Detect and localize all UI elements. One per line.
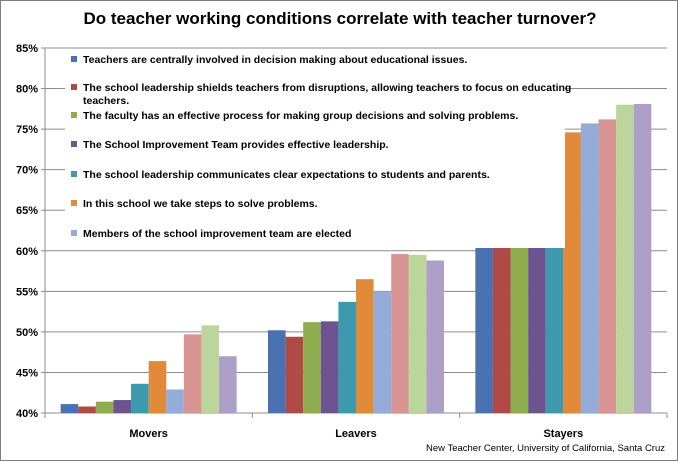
x-category-label: Leavers (335, 428, 377, 440)
bar (475, 199, 493, 413)
bar (408, 254, 427, 413)
bar (166, 389, 184, 413)
bar (95, 401, 114, 413)
bar (426, 260, 444, 413)
bar (201, 325, 220, 413)
y-tick-label: 85% (16, 43, 38, 55)
legend-entry: The school leadership shields teachers f… (83, 82, 571, 107)
y-tick-label: 75% (16, 124, 38, 136)
bar (183, 334, 202, 413)
bar (219, 356, 237, 413)
bar (113, 400, 132, 413)
y-tick-label: 80% (16, 84, 38, 96)
bar (285, 336, 304, 413)
y-tick-label: 65% (16, 205, 38, 217)
legend-entry: The school leadership communicates clear… (83, 169, 490, 181)
legend-swatch (71, 171, 77, 177)
bar (633, 103, 652, 413)
bar (338, 301, 356, 413)
legend-entry: Members of the school improvement team a… (83, 228, 351, 240)
bar (616, 104, 634, 414)
bar (303, 322, 321, 413)
y-tick-label: 40% (16, 408, 38, 420)
x-category-label: Movers (129, 428, 168, 440)
bar (492, 197, 511, 413)
bar (78, 406, 96, 413)
bar (60, 404, 79, 413)
legend-entry: Teachers are centrally involved in decis… (83, 54, 467, 66)
bar (598, 119, 617, 413)
bar (563, 132, 581, 413)
bar (268, 330, 286, 413)
y-tick-label: 50% (16, 327, 38, 339)
legend-swatch (71, 200, 77, 206)
legend-entry: The faculty has an effective process for… (83, 110, 518, 122)
bar (391, 254, 409, 413)
y-tick-label: 60% (16, 246, 38, 258)
bar (356, 279, 374, 413)
legend-entry: The School Improvement Team provides eff… (83, 139, 389, 151)
y-tick-label: 70% (16, 165, 38, 177)
legend-swatch (71, 230, 77, 236)
legend-swatch (71, 112, 77, 118)
y-tick-label: 45% (16, 367, 38, 379)
legend-swatch (71, 141, 77, 147)
legend-box (65, 50, 565, 248)
x-category-label: Stayers (543, 428, 583, 440)
legend-swatch (71, 84, 77, 90)
source-note: New Teacher Center, University of Califo… (425, 443, 665, 454)
bar (131, 383, 149, 413)
legend-swatch (71, 56, 77, 62)
y-tick-label: 55% (16, 286, 38, 298)
bar (373, 291, 392, 413)
bar (580, 123, 599, 413)
legend-entry: In this school we take steps to solve pr… (83, 198, 318, 210)
bar (148, 361, 167, 413)
chart-title: Do teacher working conditions correlate … (83, 9, 597, 28)
bar (320, 321, 339, 413)
